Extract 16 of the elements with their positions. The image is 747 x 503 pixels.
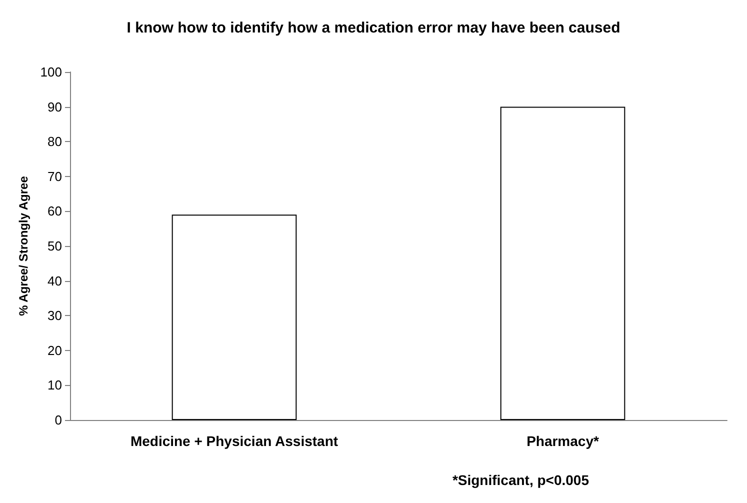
y-tick-label: 50	[48, 238, 62, 254]
y-tick-label: 10	[48, 378, 62, 393]
chart-title: I know how to identify how a medication error may have been caused	[126, 20, 620, 36]
y-tick-label: 90	[48, 99, 62, 114]
y-tick-label: 80	[48, 134, 62, 150]
y-tick-label: 0	[54, 412, 62, 428]
y-tick-label: 60	[48, 204, 62, 219]
text: *Significant, p<0.005	[452, 472, 590, 488]
y-tick-label: 70	[48, 168, 62, 184]
y-tick-label: 100	[40, 64, 62, 80]
x-tick-label: Medicine + Physician Assistant	[130, 433, 338, 449]
y-tick-label: 30	[48, 308, 62, 324]
x-tick-label: Pharmacy*	[526, 433, 600, 449]
y-tick-label: 20	[48, 342, 62, 358]
y-tick-label: 40	[48, 273, 62, 288]
y-axis-title: % Agree/ Strongly Agree	[16, 176, 30, 316]
